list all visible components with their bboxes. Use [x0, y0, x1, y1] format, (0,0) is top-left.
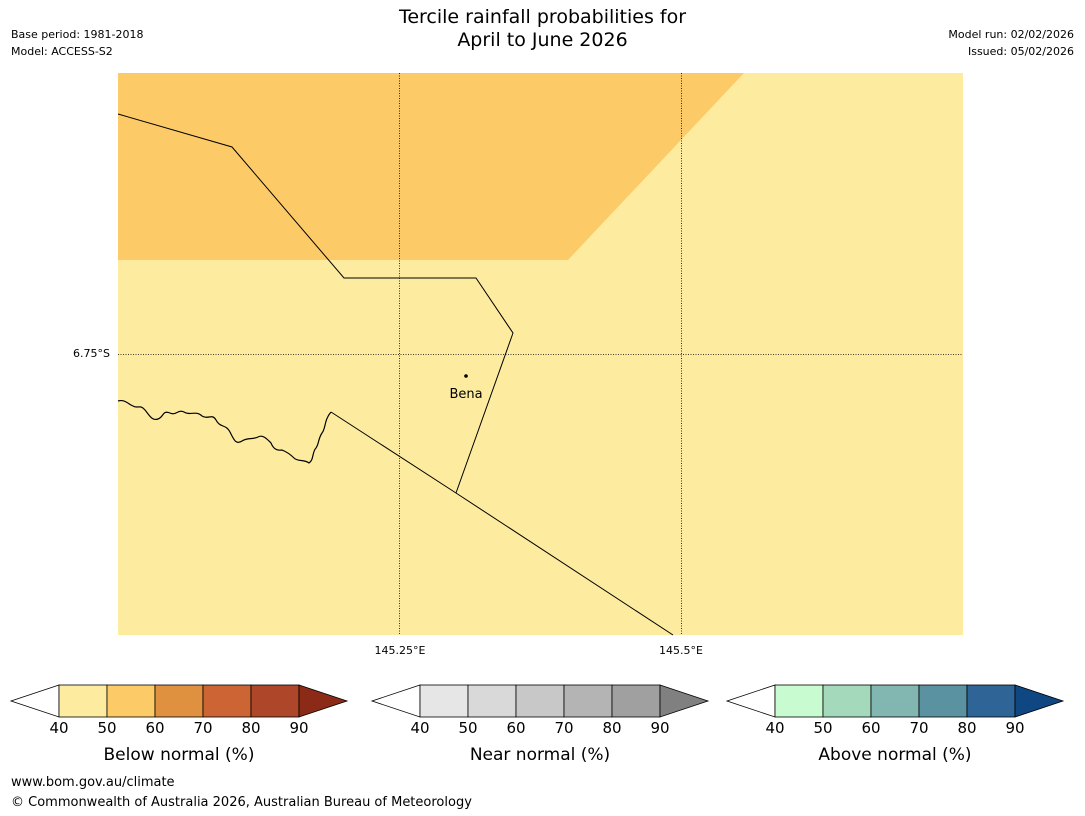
legend-near-normal: [370, 684, 710, 718]
footer-url: www.bom.gov.au/climate: [11, 775, 175, 790]
issued-date: Issued: 05/02/2026: [967, 45, 1074, 58]
legend-tick: 90: [289, 719, 309, 737]
province-border: [117, 113, 514, 494]
legend-tick: 40: [765, 719, 785, 737]
legend-tick: 70: [909, 719, 929, 737]
lon-label: 145.25°E: [374, 644, 426, 657]
town-marker: [464, 374, 468, 378]
legend-tick: 40: [410, 719, 430, 737]
legend-tick: 50: [458, 719, 478, 737]
region-below-normal-50-60: [118, 73, 744, 260]
legend-swatch: [58, 684, 108, 718]
legend-tick: 80: [602, 719, 622, 737]
meta-left: Base period: 1981-2018 Model: ACCESS-S2: [11, 26, 143, 60]
legend-swatch: [966, 684, 1016, 718]
legend-tick: 80: [957, 719, 977, 737]
footer-copyright: © Commonwealth of Australia 2026, Austra…: [11, 795, 472, 810]
legend-tick: 90: [1005, 719, 1025, 737]
model-name: Model: ACCESS-S2: [11, 45, 113, 58]
legend-swatch: [918, 684, 968, 718]
lat-label: 6.75°S: [73, 347, 110, 360]
legend-title-below: Below normal (%): [103, 745, 255, 765]
legend-tick: 50: [97, 719, 117, 737]
legend-bars: [9, 684, 1065, 718]
legend-tick: 70: [193, 719, 213, 737]
legend-arrow-high: [298, 684, 349, 718]
legend-swatch: [774, 684, 824, 718]
model-run: Model run: 02/02/2026: [948, 28, 1074, 41]
legend-swatch: [515, 684, 565, 718]
legend-below-normal: [9, 684, 349, 718]
legend-title-above: Above normal (%): [818, 745, 972, 765]
legend-tick: 80: [241, 719, 261, 737]
legend-swatch: [870, 684, 920, 718]
legend-tick: 50: [813, 719, 833, 737]
meta-right: Model run: 02/02/2026 Issued: 05/02/2026: [948, 26, 1074, 60]
legend-tick: 90: [650, 719, 670, 737]
legend-swatch: [467, 684, 517, 718]
legend-swatch: [563, 684, 613, 718]
legend-arrow-low: [370, 684, 421, 718]
legend-swatch: [106, 684, 156, 718]
province-border: [330, 411, 674, 636]
legend-swatch: [250, 684, 300, 718]
legend-arrow-low: [9, 684, 60, 718]
river-line: [117, 399, 332, 464]
title-line-2: April to June 2026: [457, 29, 628, 51]
legend-tick: 60: [145, 719, 165, 737]
legend-swatch: [419, 684, 469, 718]
legend-swatch: [154, 684, 204, 718]
legend-arrow-high: [659, 684, 710, 718]
base-period: Base period: 1981-2018: [11, 28, 144, 41]
legend-title-near: Near normal (%): [469, 745, 611, 765]
legend-above-normal: [725, 684, 1065, 718]
legend-tick: 70: [554, 719, 574, 737]
legend-arrow-low: [725, 684, 776, 718]
legend-arrow-high: [1014, 684, 1065, 718]
legend-swatch: [611, 684, 661, 718]
title-line-1: Tercile rainfall probabilities for: [398, 6, 687, 28]
legend-tick: 60: [861, 719, 881, 737]
town-label: Bena: [449, 387, 483, 402]
map-title: Tercile rainfall probabilities for April…: [0, 6, 1085, 52]
legend-swatch: [202, 684, 252, 718]
lon-label: 145.5°E: [659, 644, 703, 657]
legend-swatch: [822, 684, 872, 718]
legend-tick: 40: [49, 719, 69, 737]
legend-tick: 60: [506, 719, 526, 737]
